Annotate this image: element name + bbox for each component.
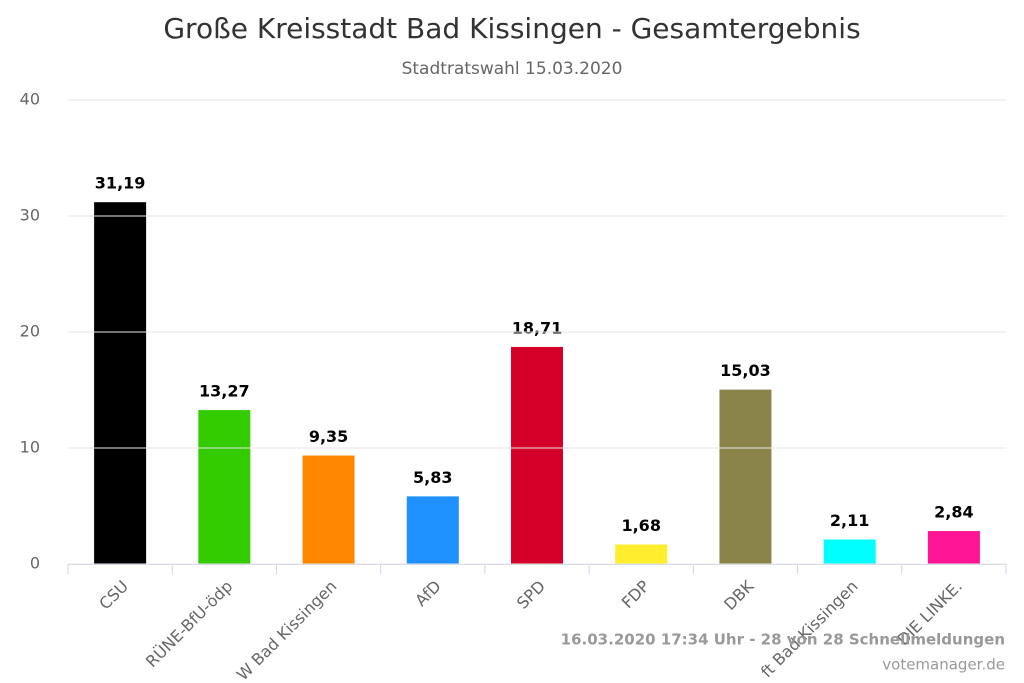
y-tick-label: 20 [20,322,40,341]
chart-subtitle: Stadtratswahl 15.03.2020 [402,59,623,79]
bar [302,455,355,564]
x-tick-label: FDP [618,576,654,612]
bar [615,544,668,564]
bar [94,202,147,565]
data-label: 2,11 [830,511,869,530]
chart-title: Große Kreisstadt Bad Kissingen - Gesamte… [163,12,860,45]
x-tick-label: W Bad Kissingen [233,577,341,683]
data-label: 1,68 [621,516,660,535]
x-tick-label: SPD [513,577,549,613]
data-label: 5,83 [413,468,452,487]
x-tick-label: DBK [720,576,758,614]
x-tick-label: CSU [95,577,132,614]
credit: votemanager.de [882,656,1005,674]
y-tick-label: 10 [20,438,40,457]
x-tick-label: ft Bad Kissingen [757,577,862,682]
data-label: 18,71 [512,318,563,337]
bar [823,539,876,564]
y-tick-label: 30 [20,206,40,225]
bar [927,531,980,564]
data-label: 15,03 [720,361,771,380]
data-label: 13,27 [199,382,250,401]
bar [511,346,563,564]
data-label: 2,84 [934,503,973,522]
x-tick-label: RÜNE-BfU-ödp [142,577,236,671]
footer: 16.03.2020 17:34 Uhr - 28 von 28 Schnell… [561,631,1005,649]
bar [719,389,772,564]
bar [198,410,251,564]
x-tick-label: AfD [411,577,444,610]
data-label: 31,19 [95,174,146,193]
data-label: 9,35 [309,427,348,446]
y-tick-label: 40 [20,90,40,109]
bar [406,496,459,564]
y-tick-label: 0 [30,554,40,573]
